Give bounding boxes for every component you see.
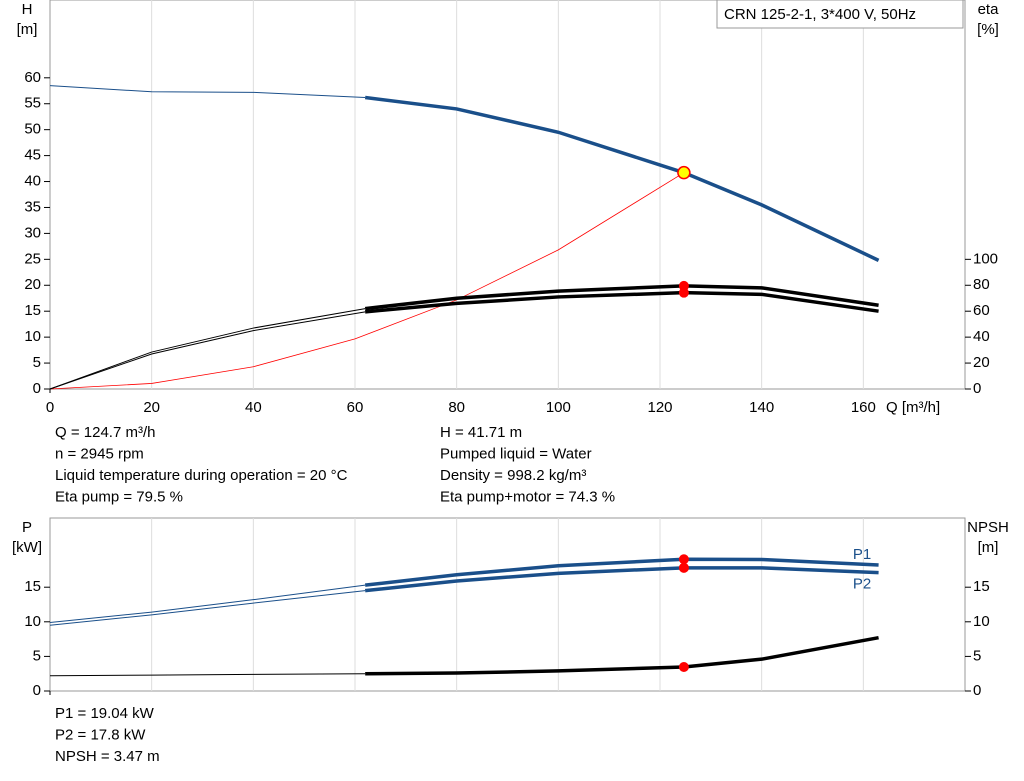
y2-tick-label: 0: [973, 380, 981, 397]
y2-tick-label: 15: [973, 578, 990, 595]
x-tick-label: 0: [46, 399, 54, 416]
y2-tick-label: 20: [973, 354, 990, 371]
curve: [364, 284, 879, 311]
y-tick-label: 25: [24, 250, 41, 267]
x-tick-label: 160: [851, 399, 876, 416]
curve: [365, 635, 879, 676]
y-tick-label: 20: [24, 276, 41, 293]
y-tick-label: 15: [24, 302, 41, 319]
x-tick-label: 100: [546, 399, 571, 416]
plot-area: [49, 0, 966, 390]
y-tick-label: 50: [24, 121, 41, 138]
y-tick-label: 0: [33, 682, 41, 699]
operating-point: [678, 287, 689, 298]
y2-tick-label: 80: [973, 276, 990, 293]
y2-tick-label: 0: [973, 682, 981, 699]
info-text: P2 = 17.8 kW: [55, 726, 146, 743]
y-axis-label: P: [22, 519, 32, 536]
x-tick-label: 80: [448, 399, 465, 416]
info-text: Liquid temperature during operation = 20…: [55, 467, 348, 484]
system-curve: [49, 172, 685, 390]
curve: [364, 566, 879, 593]
y-tick-label: 5: [33, 354, 41, 371]
curve: [49, 590, 366, 626]
label-box: [716, 0, 964, 29]
y-tick-label: 55: [24, 95, 41, 112]
y2-tick-label: 100: [973, 250, 998, 267]
y2-tick-label: 5: [973, 647, 981, 664]
y-tick-label: 5: [33, 647, 41, 664]
y2-axis-label: [%]: [977, 21, 999, 38]
y2-axis-label: [m]: [978, 539, 999, 556]
operating-point: [678, 661, 689, 672]
info-text: P1 = 19.04 kW: [55, 705, 155, 722]
info-text: H = 41.71 m: [440, 424, 522, 441]
plot-area: [49, 517, 966, 692]
y-tick-label: 60: [24, 69, 41, 86]
y-axis-label: [kW]: [12, 539, 42, 556]
info-text: Pumped liquid = Water: [440, 445, 592, 462]
x-tick-label: 40: [245, 399, 262, 416]
y2-axis-label: NPSH: [967, 519, 1009, 536]
y2-axis-label: eta: [978, 1, 1000, 18]
curve: [49, 584, 366, 623]
series-label: P1: [853, 546, 871, 563]
x-axis-label: Q [m³/h]: [886, 399, 940, 416]
y-tick-label: 10: [24, 328, 41, 345]
y-tick-label: 15: [24, 578, 41, 595]
curve: [49, 673, 366, 677]
series-label: P2: [853, 576, 871, 593]
y-tick-label: 0: [33, 380, 41, 397]
curve: [364, 557, 879, 587]
y2-tick-label: 10: [973, 613, 990, 630]
duty-point: [677, 165, 691, 180]
info-text: Eta pump = 79.5 %: [55, 488, 183, 505]
y-tick-label: 40: [24, 173, 41, 190]
operating-point: [678, 562, 689, 573]
info-text: NPSH = 3.47 m: [55, 748, 160, 765]
x-tick-label: 140: [749, 399, 774, 416]
y-tick-label: 30: [24, 224, 41, 241]
info-text: Density = 998.2 kg/m³: [440, 467, 586, 484]
info-text: Q = 124.7 m³/h: [55, 424, 155, 441]
curve: [49, 308, 366, 390]
y2-tick-label: 40: [973, 328, 990, 345]
x-tick-label: 20: [143, 399, 160, 416]
y-tick-label: 35: [24, 198, 41, 215]
curve: [365, 290, 879, 314]
operating-point: [678, 554, 689, 565]
y2-tick-label: 60: [973, 302, 990, 319]
y-tick-label: 45: [24, 147, 41, 164]
info-text: n = 2945 rpm: [55, 445, 144, 462]
y-tick-label: 10: [24, 613, 41, 630]
y-axis-label: H: [22, 1, 33, 18]
curve: [49, 85, 366, 99]
curve: [364, 95, 880, 262]
info-text: Eta pump+motor = 74.3 %: [440, 488, 615, 505]
x-tick-label: 120: [647, 399, 672, 416]
curve: [49, 311, 366, 390]
y-axis-label: [m]: [17, 21, 38, 38]
label-box-text: CRN 125-2-1, 3*400 V, 50Hz: [724, 6, 916, 23]
x-tick-label: 60: [347, 399, 364, 416]
